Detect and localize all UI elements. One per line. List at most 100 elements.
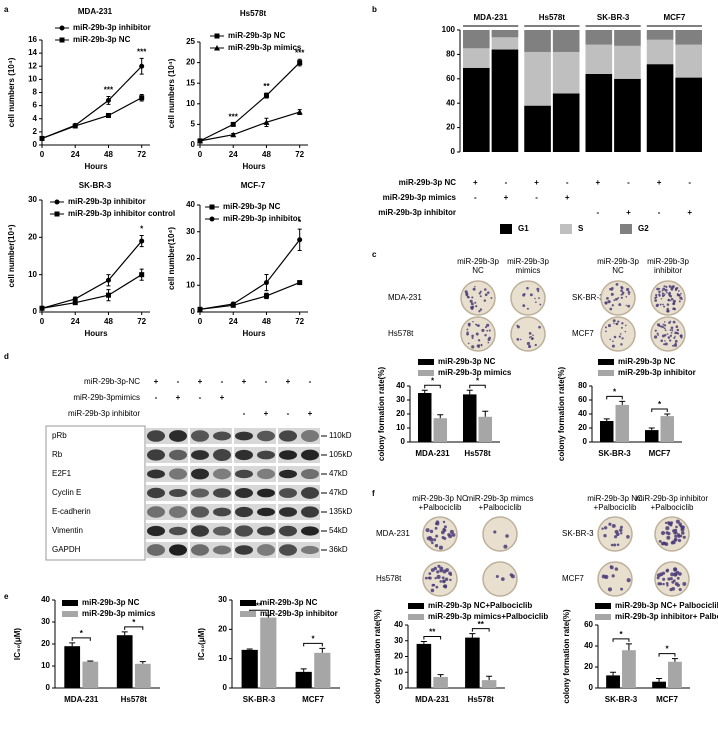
bar	[241, 649, 258, 688]
bar	[652, 681, 666, 688]
colony	[539, 303, 542, 306]
colony	[479, 290, 482, 293]
colony	[669, 588, 673, 592]
y-tick-label: 0	[191, 140, 196, 149]
blot-band	[301, 430, 319, 442]
plate-header: +Palbociclib	[594, 503, 637, 512]
x-tick-label: SK-BR-3	[243, 695, 276, 704]
panel-label: f	[372, 489, 375, 498]
treatment-mark: -	[265, 377, 268, 386]
blot-band	[279, 488, 297, 498]
blot-band	[279, 430, 297, 442]
colony	[428, 535, 432, 540]
colony	[681, 298, 683, 300]
colony	[447, 533, 451, 537]
colony	[532, 334, 534, 336]
colony	[620, 343, 623, 346]
colony	[484, 334, 487, 337]
colony	[604, 576, 607, 579]
treatment-label: miR-29b-3p inhibitor	[378, 208, 456, 217]
colony	[434, 543, 439, 548]
colony	[675, 519, 680, 524]
error-bar	[246, 648, 253, 650]
blot-band	[213, 431, 231, 441]
colony	[618, 335, 621, 338]
colony	[442, 569, 447, 574]
legend-swatch	[595, 614, 611, 620]
colony	[626, 535, 630, 539]
colony	[675, 325, 679, 329]
colony	[675, 525, 678, 529]
blot-band	[257, 430, 275, 442]
colony	[425, 528, 430, 533]
colony	[516, 337, 520, 341]
y-tick-label: 60	[584, 620, 593, 629]
colony	[487, 338, 491, 342]
colony	[626, 578, 631, 583]
treatment-mark: +	[626, 208, 631, 217]
colony	[477, 344, 481, 347]
colony	[673, 567, 678, 572]
significance-label: *	[431, 376, 435, 385]
colony	[431, 541, 434, 545]
error-bar	[466, 389, 473, 395]
colony	[666, 307, 669, 311]
colony	[659, 325, 662, 328]
plate-row-label: Hs578t	[388, 329, 414, 338]
colony	[474, 285, 476, 288]
x-axis-label: Hours	[242, 162, 266, 171]
y-tick-label: 30	[41, 617, 50, 626]
colony	[620, 286, 624, 290]
y-tick-label: 0	[583, 437, 588, 446]
y-tick-label: 30	[396, 395, 405, 404]
colony	[481, 328, 485, 333]
colony	[663, 541, 667, 546]
bar-segment	[585, 44, 613, 74]
colony	[678, 572, 682, 576]
treatment-mark: -	[535, 193, 538, 202]
significance-bracket	[612, 638, 630, 642]
marker	[39, 135, 45, 141]
plate-header: NC	[472, 266, 484, 275]
bar	[478, 416, 493, 442]
colony	[442, 579, 446, 583]
significance-bracket	[424, 384, 441, 389]
blot-band	[235, 487, 253, 499]
colony	[441, 576, 445, 580]
colony	[682, 581, 687, 586]
colony	[615, 297, 618, 301]
plate-row-label: SK-BR-3	[562, 529, 594, 538]
colony	[662, 577, 666, 581]
treatment-mark: +	[308, 409, 313, 418]
bar	[644, 430, 659, 442]
colony	[669, 339, 672, 342]
colony	[474, 301, 477, 304]
colony	[488, 329, 491, 332]
y-tick-label: 20	[394, 652, 403, 661]
y-tick-label: 40	[41, 595, 50, 604]
significance-label: *	[658, 400, 662, 409]
colony	[522, 293, 526, 297]
significance-label: **	[263, 82, 270, 91]
treatment-mark: -	[505, 178, 508, 187]
colony	[665, 526, 670, 531]
colony	[535, 301, 537, 304]
blot-band	[257, 468, 275, 480]
x-tick-label: Hs578t	[121, 695, 148, 704]
error-bar	[437, 414, 444, 419]
size-label: 135kD	[329, 507, 352, 516]
plate-header: inhibitor	[654, 266, 682, 275]
colony	[626, 287, 630, 292]
colony	[608, 522, 612, 526]
colony	[674, 339, 678, 343]
colony	[433, 538, 437, 542]
treatment-mark: +	[154, 377, 159, 386]
legend-label: miR-29b-3p inhibitor	[73, 23, 151, 32]
size-label: 54kD	[329, 526, 348, 535]
colony	[668, 321, 671, 324]
colony	[660, 339, 663, 343]
legend-swatch	[595, 603, 611, 609]
significance-label: *	[476, 376, 480, 385]
colony	[667, 336, 671, 339]
legend-swatch	[62, 600, 78, 606]
